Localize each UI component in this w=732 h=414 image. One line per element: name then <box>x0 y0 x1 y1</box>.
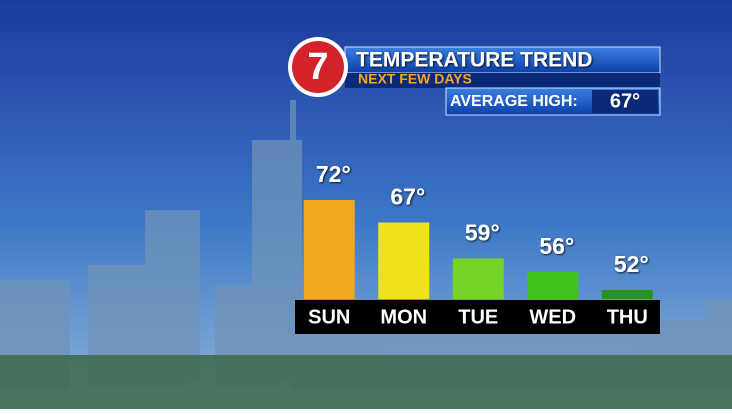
category-label: THU <box>607 306 648 328</box>
bar <box>452 258 504 299</box>
category-strip <box>295 300 660 334</box>
value-label: 72° <box>316 161 351 187</box>
logo-text: 7 <box>307 46 328 88</box>
value-label: 59° <box>465 220 500 246</box>
value-label: 56° <box>539 233 574 259</box>
logo <box>292 41 344 93</box>
bar <box>303 200 355 299</box>
value-label: 67° <box>390 184 425 210</box>
chart-title: TEMPERATURE TREND <box>356 49 592 72</box>
bar <box>378 222 430 299</box>
category-label: MON <box>380 306 427 328</box>
chart-subtitle: NEXT FEW DAYS <box>358 71 472 87</box>
bar <box>601 290 653 299</box>
trees <box>0 355 732 409</box>
category-label: SUN <box>308 306 350 328</box>
average-label: AVERAGE HIGH: <box>450 93 578 110</box>
category-label: TUE <box>458 306 498 328</box>
average-value-box <box>592 90 658 113</box>
bar <box>527 272 579 299</box>
category-label: WED <box>529 306 576 328</box>
subtitle-box <box>345 73 660 88</box>
average-value: 67° <box>610 90 640 112</box>
value-label: 52° <box>614 251 649 277</box>
